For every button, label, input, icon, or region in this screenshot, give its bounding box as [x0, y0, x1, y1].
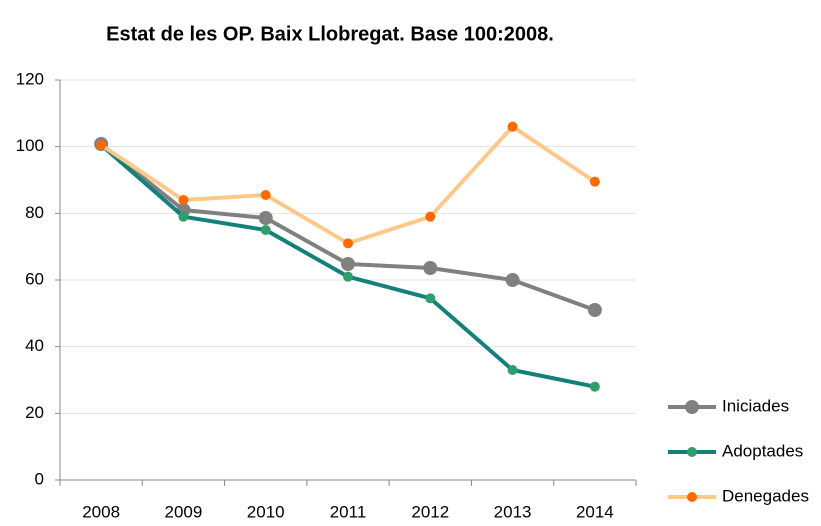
- point: [425, 211, 436, 222]
- point: [423, 261, 438, 275]
- point: [96, 140, 107, 150]
- legend-marker: [687, 447, 697, 457]
- point: [507, 121, 518, 132]
- series-line: [99, 142, 596, 312]
- point: [425, 293, 436, 304]
- y-tick-label: 60: [25, 269, 44, 288]
- point: [258, 211, 273, 225]
- legend-marker: [685, 400, 699, 414]
- point: [260, 190, 271, 200]
- point: [341, 257, 355, 271]
- x-tick-label: 2014: [576, 502, 614, 521]
- y-tick-label: 80: [25, 203, 44, 222]
- point: [587, 303, 602, 317]
- point: [589, 176, 600, 187]
- x-tick-label: 2011: [330, 502, 367, 521]
- point: [178, 195, 189, 205]
- point: [343, 271, 353, 282]
- point: [589, 381, 600, 392]
- x-tick-label: 2009: [165, 502, 203, 521]
- y-tick-label: 0: [35, 469, 44, 488]
- y-tick-label: 40: [25, 336, 44, 355]
- chart-title: Estat de les OP. Baix Llobregat. Base 10…: [106, 23, 554, 45]
- x-tick-label: 2012: [411, 502, 449, 521]
- point: [505, 273, 520, 287]
- legend-marker: [687, 492, 697, 502]
- x-tick-label: 2013: [494, 502, 532, 521]
- legend-label: Iniciades: [722, 396, 789, 415]
- y-tick-label: 100: [16, 136, 44, 155]
- y-tick-label: 20: [25, 403, 44, 422]
- legend-label: Denegades: [722, 486, 809, 505]
- series-line: [100, 124, 596, 246]
- y-tick-label: 120: [16, 69, 44, 88]
- legend-label: Adoptades: [722, 441, 803, 460]
- x-tick-label: 2008: [82, 502, 120, 521]
- x-tick-label: 2010: [247, 502, 285, 521]
- point: [343, 238, 353, 249]
- point: [260, 225, 271, 235]
- point: [507, 365, 518, 375]
- point: [178, 211, 189, 222]
